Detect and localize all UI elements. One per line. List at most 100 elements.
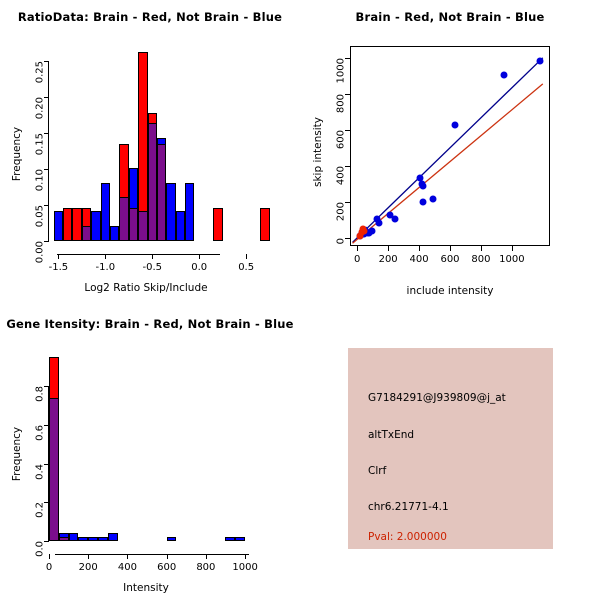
x-tick-mark <box>419 246 421 251</box>
scatter-point-not-brain <box>500 71 508 79</box>
y-tick-label: 0.0 <box>34 541 46 557</box>
histogram-bar-overlap <box>81 226 92 241</box>
info-probe-id: G7184291@J939809@j_at <box>368 392 506 404</box>
info-pval: Pval: 2.000000 <box>368 531 447 543</box>
histogram-bar-not-brain <box>225 537 236 541</box>
x-tick-mark <box>105 254 107 259</box>
x-tick-label: 200 <box>378 254 398 265</box>
histogram-bar-not-brain <box>78 537 89 541</box>
x-tick-mark <box>450 246 451 251</box>
x-tick-label: 800 <box>196 562 216 573</box>
y-tick-label: 0.25 <box>34 61 46 84</box>
y-tick-mark <box>44 424 49 426</box>
scatter-point-brain <box>360 227 368 235</box>
x-tick-mark <box>166 554 168 559</box>
histogram-bar-not-brain <box>88 537 98 541</box>
gene-info-panel: G7184291@J939809@j_at altTxEnd Clrf chr6… <box>348 348 553 549</box>
x-tick-mark <box>388 246 390 251</box>
x-tick-label: -1.5 <box>48 262 69 273</box>
y-tick-label: 1000 <box>335 57 347 84</box>
ratio-histogram-xlabel: Log2 Ratio Skip/Include <box>84 282 208 294</box>
panel-intensity-scatter: Brain - Red, Not Brain - Blue skip inten… <box>300 0 600 300</box>
x-tick-label: 400 <box>117 562 137 573</box>
y-tick-mark <box>44 61 49 62</box>
scatter-point-not-brain <box>386 211 394 219</box>
x-tick-mark <box>357 246 359 251</box>
histogram-bar-not-brain <box>175 211 186 241</box>
y-tick-label: 0.05 <box>34 205 46 228</box>
histogram-bar-overlap <box>58 537 69 541</box>
y-tick-mark <box>44 463 49 465</box>
y-tick-label: 0.4 <box>34 463 46 480</box>
y-tick-mark <box>345 93 350 95</box>
gene-histogram-bars <box>49 355 249 541</box>
x-tick-label: 600 <box>157 562 177 573</box>
x-tick-mark <box>152 254 154 259</box>
scatter-point-not-brain <box>419 182 427 190</box>
x-tick-label: 600 <box>440 254 460 265</box>
identity-diagonal <box>352 83 544 244</box>
x-tick-label: 1000 <box>499 254 525 265</box>
gene-histogram-xlabel: Intensity <box>123 582 169 594</box>
ratio-histogram-x-axis <box>57 254 220 255</box>
x-tick-mark <box>205 554 207 559</box>
y-tick-mark <box>44 502 49 504</box>
histogram-bar-not-brain <box>235 537 246 541</box>
x-tick-label: -1.0 <box>95 262 116 273</box>
y-tick-label: 800 <box>335 93 347 113</box>
histogram-bar-brain <box>213 207 223 241</box>
x-tick-mark <box>199 254 201 259</box>
y-tick-label: 0.15 <box>34 133 46 156</box>
histogram-bar-overlap <box>147 123 157 241</box>
scatter-trend-lines <box>352 57 544 244</box>
x-tick-label: 0.0 <box>191 262 208 273</box>
regression-fit <box>352 57 544 243</box>
histogram-bar-not-brain <box>100 182 110 241</box>
scatter-title: Brain - Red, Not Brain - Blue <box>355 10 545 24</box>
histogram-bar-overlap <box>49 397 59 541</box>
scatter-point-not-brain <box>536 57 544 65</box>
gene-histogram-x-axis <box>55 554 249 555</box>
ratio-histogram-y-axis <box>48 61 49 241</box>
scatter-plot-box <box>350 46 550 246</box>
scatter-point-not-brain <box>429 195 437 203</box>
panel-ratio-histogram: RatioData: Brain - Red, Not Brain - Blue… <box>0 0 300 300</box>
histogram-bar-not-brain <box>185 182 195 241</box>
x-tick-mark <box>511 246 513 251</box>
x-tick-label: -0.5 <box>142 262 163 273</box>
x-tick-label: 200 <box>78 562 98 573</box>
y-tick-label: 200 <box>335 201 347 221</box>
ratio-histogram-title: RatioData: Brain - Red, Not Brain - Blue <box>17 10 283 24</box>
scatter-point-not-brain <box>375 219 383 227</box>
histogram-bar-not-brain <box>107 533 118 541</box>
histogram-bar-brain <box>72 207 82 241</box>
histogram-bar-overlap <box>119 197 129 241</box>
scatter-ylabel: skip intensity <box>312 117 324 187</box>
scatter-point-not-brain <box>419 198 427 206</box>
x-tick-mark <box>49 554 50 559</box>
x-tick-label: 1000 <box>232 562 258 573</box>
x-tick-mark <box>246 254 248 259</box>
y-tick-label: 0.10 <box>34 169 46 192</box>
y-tick-mark <box>345 237 350 239</box>
y-tick-mark <box>44 241 49 242</box>
x-tick-mark <box>480 246 482 251</box>
histogram-bar-overlap <box>156 144 167 241</box>
y-tick-mark <box>44 133 49 134</box>
scatter-xlabel: include intensity <box>406 285 494 297</box>
x-tick-label: 400 <box>409 254 429 265</box>
x-tick-label: 0 <box>45 562 53 573</box>
histogram-bar-brain <box>63 207 73 241</box>
y-tick-label: 600 <box>335 129 347 149</box>
histogram-bar-brain <box>260 207 270 241</box>
y-tick-label: 0.20 <box>34 97 46 120</box>
y-tick-label: 0.8 <box>34 386 46 402</box>
y-tick-mark <box>44 169 49 170</box>
scatter-data-points <box>351 47 549 245</box>
x-tick-label: 0 <box>354 254 361 265</box>
y-tick-mark <box>345 165 350 167</box>
y-tick-label: 0 <box>335 237 347 245</box>
histogram-bar-not-brain <box>53 211 64 241</box>
histogram-bar-not-brain <box>98 537 108 541</box>
